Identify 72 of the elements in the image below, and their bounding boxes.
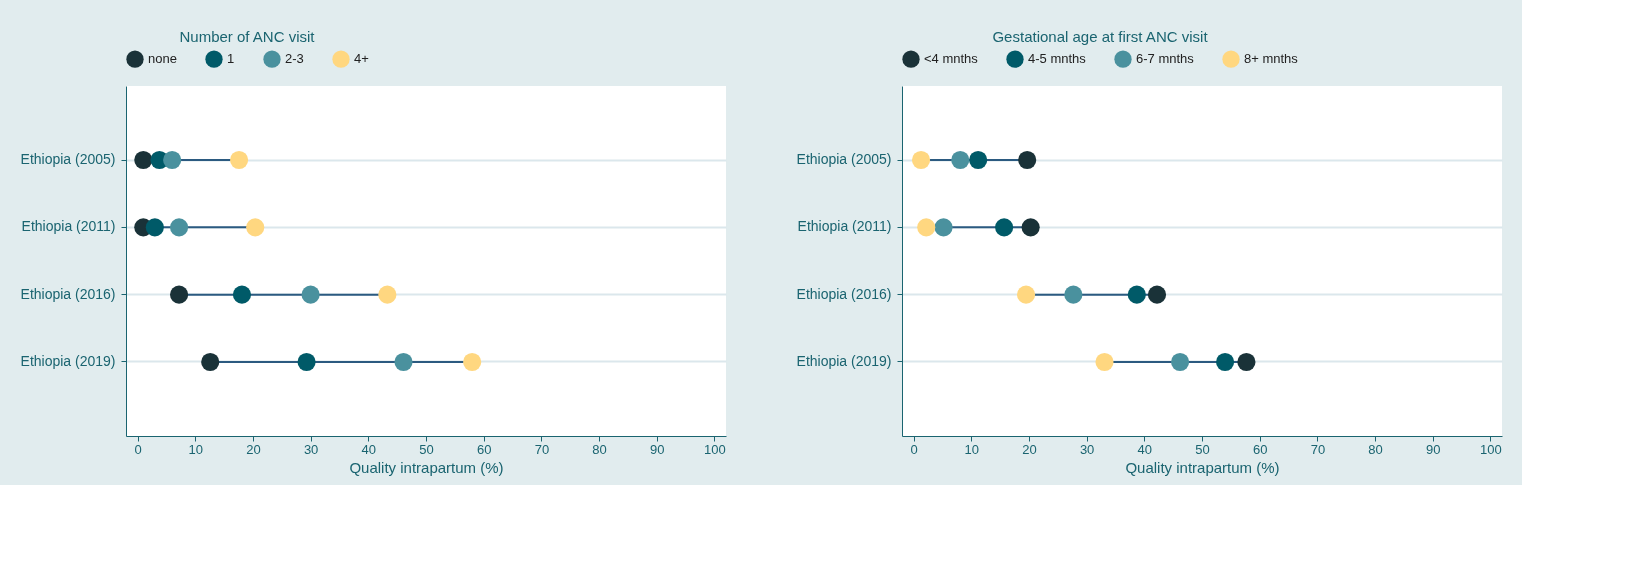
point — [1021, 218, 1040, 237]
y-tick-label: Ethiopia (2019) — [796, 352, 892, 369]
x-tick-label: 90 — [650, 441, 665, 457]
point — [1237, 352, 1256, 372]
point — [232, 285, 252, 304]
x-tick-label: 10 — [188, 441, 203, 457]
x-tick-label: 40 — [1137, 441, 1153, 457]
x-tick-label: 50 — [1195, 441, 1210, 457]
point — [934, 218, 953, 237]
point — [378, 285, 397, 304]
point — [169, 285, 189, 304]
legend-title: Number of ANC visit — [179, 28, 316, 45]
point — [1095, 352, 1114, 372]
point — [911, 150, 931, 170]
x-tick-label: 50 — [419, 441, 434, 457]
y-tick-label: Ethiopia (2005) — [20, 151, 116, 168]
x-tick-label: 20 — [246, 441, 261, 457]
x-tick-label: 30 — [1079, 441, 1095, 457]
legend-label: 6-7 mnths — [1136, 51, 1195, 67]
y-tick-label: Ethiopia (2011) — [797, 218, 892, 235]
point — [969, 150, 988, 170]
point — [134, 150, 153, 170]
point — [145, 218, 164, 237]
x-tick-label: 0 — [910, 441, 918, 457]
x-tick-label: 90 — [1426, 441, 1441, 457]
x-tick-label: 60 — [1252, 441, 1268, 457]
point — [297, 352, 316, 372]
legend-label: 1 — [227, 51, 235, 67]
x-axis-title: Quality intrapartum (%) — [349, 458, 504, 476]
legend-label: <4 mnths — [924, 51, 979, 67]
point — [201, 352, 220, 372]
x-tick-label: 100 — [1480, 441, 1502, 457]
point — [394, 352, 413, 372]
x-tick-label: 80 — [1368, 441, 1383, 457]
point — [1064, 285, 1083, 304]
x-tick-label: 100 — [704, 441, 726, 457]
legend-label: 2-3 — [285, 51, 304, 67]
point — [1016, 285, 1036, 304]
y-tick-label: Ethiopia (2019) — [20, 352, 116, 369]
x-tick-label: 60 — [476, 441, 492, 457]
y-tick-label: Ethiopia (2011) — [21, 218, 116, 235]
y-tick-label: Ethiopia (2016) — [796, 285, 892, 302]
x-tick-label: 0 — [134, 441, 142, 457]
x-tick-label: 30 — [303, 441, 319, 457]
y-tick-label: Ethiopia (2005) — [796, 151, 892, 168]
y-tick-label: Ethiopia (2016) — [20, 285, 116, 302]
x-tick-label: 80 — [592, 441, 607, 457]
x-tick-label: 40 — [361, 441, 377, 457]
point — [463, 352, 482, 372]
point — [1147, 285, 1167, 304]
point — [1127, 285, 1146, 304]
point — [229, 150, 249, 170]
legend-label: 4+ — [354, 51, 369, 67]
point — [951, 150, 970, 170]
point — [1215, 352, 1235, 372]
legend-title: Gestational age at first ANC visit — [992, 28, 1209, 45]
point — [163, 150, 182, 170]
x-tick-label: 20 — [1022, 441, 1037, 457]
point — [917, 218, 936, 237]
legend-label: 8+ mnths — [1244, 51, 1299, 67]
point — [995, 218, 1014, 237]
point — [169, 218, 189, 237]
legend-label: none — [148, 51, 177, 67]
point — [1018, 150, 1037, 170]
x-tick-label: 70 — [1310, 441, 1326, 457]
point — [301, 285, 320, 304]
point — [1170, 352, 1190, 372]
x-axis-title: Quality intrapartum (%) — [1125, 458, 1280, 476]
point — [246, 218, 265, 237]
x-tick-label: 10 — [964, 441, 979, 457]
x-tick-label: 70 — [534, 441, 550, 457]
legend-label: 4-5 mnths — [1028, 51, 1087, 67]
